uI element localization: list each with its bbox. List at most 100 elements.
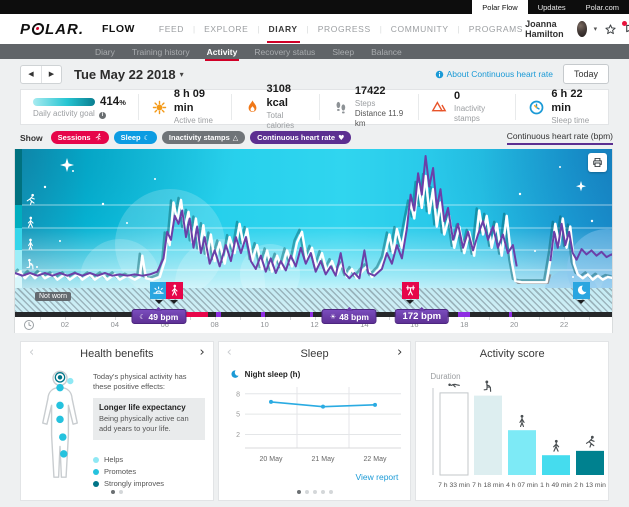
time-axis: 02 04 06 08 10 12 14 16 18 20 22 bbox=[15, 317, 612, 333]
carousel-dot[interactable] bbox=[312, 490, 317, 494]
date-dropdown-caret[interactable]: ▾ bbox=[179, 69, 184, 79]
chip-label: Sessions bbox=[57, 133, 91, 142]
warn-icon bbox=[431, 99, 448, 116]
hour-tick bbox=[239, 317, 241, 320]
carousel-dot[interactable] bbox=[320, 490, 325, 494]
carousel-dot[interactable] bbox=[328, 490, 333, 494]
favorites-star-icon[interactable] bbox=[604, 23, 617, 36]
flame-icon bbox=[244, 99, 261, 116]
hour-tick bbox=[264, 317, 266, 320]
marker-pointer bbox=[406, 300, 415, 308]
tooltip-value: 49 bpm bbox=[148, 311, 179, 322]
next-day-button[interactable]: ▶ bbox=[41, 65, 61, 83]
continuous-heart-rate-chart: Not worn 02 04 06 08 10 12 14 16 18 20 22 ☾ 49 bpm ☀… bbox=[14, 149, 613, 333]
about-continuous-hr-link[interactable]: About Continuous heart rate bbox=[435, 69, 553, 79]
tooltip-value: 172 bpm bbox=[402, 311, 442, 322]
hour-tick bbox=[514, 317, 516, 320]
subnav-item-diary[interactable]: Diary bbox=[95, 46, 115, 57]
gym-session-marker[interactable] bbox=[401, 282, 419, 299]
card-title: Health benefits bbox=[80, 348, 154, 360]
stat-label: Active time bbox=[173, 115, 213, 125]
sunrise-marker[interactable] bbox=[150, 282, 168, 299]
filter-chip-inactivity-stamps[interactable]: Inactivity stamps △ bbox=[161, 131, 246, 144]
walk-session-marker[interactable] bbox=[165, 282, 183, 299]
moon-icon: ☾ bbox=[139, 312, 146, 321]
chevron-down-icon[interactable]: ▾ bbox=[593, 25, 598, 33]
hr-plot-area[interactable] bbox=[15, 149, 612, 288]
user-area: Joanna Hamilton ▾ bbox=[525, 19, 629, 39]
current-date[interactable]: Tue May 22 2018 bbox=[74, 66, 176, 82]
polar-logo[interactable]: P LAR. bbox=[20, 21, 84, 38]
nav-item-progress[interactable]: PROGRESS bbox=[317, 24, 371, 34]
carousel-dot[interactable] bbox=[110, 490, 115, 494]
stat-active-time: 8 h 09 min Active time bbox=[137, 88, 231, 125]
carousel-prev-icon[interactable]: ‹ bbox=[29, 345, 35, 360]
nav-item-explore[interactable]: EXPLORE bbox=[204, 24, 249, 34]
subnav-item-training-history[interactable]: Training history bbox=[131, 46, 190, 57]
duration-label: 1 h 49 min bbox=[540, 482, 572, 489]
bedtime-marker[interactable] bbox=[572, 282, 590, 299]
hour-tick bbox=[214, 317, 216, 320]
subnav-item-recovery-status[interactable]: Recovery status bbox=[254, 46, 316, 57]
hr-axis-unit-label: Continuous heart rate (bpm) bbox=[506, 131, 613, 145]
nav-item-feed[interactable]: FEED bbox=[158, 24, 184, 34]
carousel-dot[interactable] bbox=[118, 490, 123, 494]
nav-item-diary[interactable]: DIARY bbox=[266, 20, 300, 43]
carousel-dot[interactable] bbox=[304, 490, 309, 494]
print-button[interactable] bbox=[588, 153, 607, 172]
benefits-intro: Today's physical activity has these posi… bbox=[93, 372, 187, 392]
stat-value: 3108 kcal bbox=[266, 83, 291, 109]
subnav-item-balance[interactable]: Balance bbox=[371, 46, 402, 57]
info-icon[interactable]: i bbox=[99, 112, 107, 120]
carousel-next-icon[interactable]: › bbox=[199, 345, 205, 360]
benefit-highlight: Longer life expectancy Being physically … bbox=[93, 398, 205, 440]
activity-duration-chart: 7 h 33 min 7 h 18 min 4 h 07 min 1 h 49 min… bbox=[432, 380, 606, 489]
hour-label-20: 20 bbox=[509, 320, 519, 329]
stand-icon bbox=[519, 414, 525, 428]
run-icon bbox=[586, 435, 596, 448]
nav-item-programs[interactable]: PROGRAMS bbox=[468, 24, 524, 34]
stat-value: 0 bbox=[454, 90, 461, 103]
stat-extra: Distance 11.9 km bbox=[354, 108, 404, 128]
not-worn-band: Not worn bbox=[15, 282, 612, 312]
stat-daily-activity-goal: 414% Daily activity goal i bbox=[21, 94, 138, 120]
hr-tooltip-49-bpm: ☾ 49 bpm bbox=[131, 307, 187, 324]
carousel-prev-icon[interactable]: ‹ bbox=[226, 345, 232, 360]
filter-chip-sessions[interactable]: Sessions bbox=[50, 131, 109, 144]
printer-icon bbox=[591, 156, 604, 169]
activity-line bbox=[15, 174, 612, 284]
subnav-item-activity[interactable]: Activity bbox=[204, 46, 240, 61]
subnav-item-sleep[interactable]: Sleep bbox=[332, 46, 355, 57]
carousel-dot[interactable] bbox=[296, 490, 301, 494]
notifications-flag-icon[interactable] bbox=[622, 20, 629, 36]
top-tab-polar-flow[interactable]: Polar Flow bbox=[472, 0, 528, 14]
legend-label: Helps bbox=[104, 455, 124, 464]
goal-percent-value: 414% bbox=[100, 95, 126, 108]
svg-text:8: 8 bbox=[236, 391, 240, 398]
legend-dot bbox=[93, 469, 99, 475]
walk-icon bbox=[553, 439, 560, 452]
filter-chip-sleep[interactable]: Sleep ☾ bbox=[113, 131, 157, 144]
top-tab-updates[interactable]: Updates bbox=[537, 2, 566, 12]
top-tab-polar-com[interactable]: Polar.com bbox=[585, 2, 619, 12]
user-name[interactable]: Joanna Hamilton bbox=[525, 19, 564, 39]
hour-tick bbox=[539, 317, 541, 320]
hr-tooltip-48-bpm: ☀ 48 bpm bbox=[321, 307, 377, 324]
notification-dot bbox=[622, 20, 628, 26]
timeline-segment bbox=[309, 312, 314, 317]
view-report-link[interactable]: View report bbox=[355, 472, 399, 482]
walk-icon bbox=[168, 284, 181, 297]
nav-item-community[interactable]: COMMUNITY bbox=[390, 24, 449, 34]
today-button[interactable]: Today bbox=[562, 64, 609, 84]
filter-chip-continuous-heart-rate[interactable]: Continuous heart rate ♥ bbox=[250, 131, 352, 144]
about-link-label: About Continuous heart rate bbox=[446, 69, 553, 79]
hour-label-04: 04 bbox=[110, 320, 119, 329]
avatar[interactable] bbox=[576, 21, 587, 37]
runner-icon bbox=[94, 133, 102, 141]
stat-label: Inactivity stamps bbox=[454, 103, 486, 123]
previous-day-button[interactable]: ◀ bbox=[28, 70, 34, 78]
carousel-next-icon[interactable]: › bbox=[397, 345, 403, 360]
diary-subnav: Diary Training history Activity Recovery st… bbox=[0, 44, 629, 61]
